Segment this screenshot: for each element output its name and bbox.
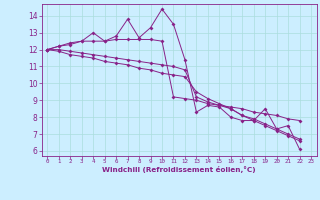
X-axis label: Windchill (Refroidissement éolien,°C): Windchill (Refroidissement éolien,°C) (102, 166, 256, 173)
